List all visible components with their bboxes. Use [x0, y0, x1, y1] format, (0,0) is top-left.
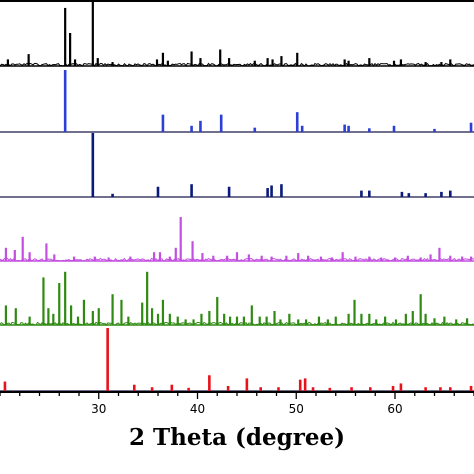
- noise-profile-5: [0, 321, 474, 326]
- x-axis: 30 40 50 60: [0, 391, 474, 416]
- xrd-pattern-1: [0, 0, 474, 67]
- xrd-pattern-6: [0, 328, 474, 392]
- x-tick-label: 40: [190, 402, 205, 416]
- x-axis-label: 2 Theta (degree): [129, 424, 345, 451]
- x-tick-label: 50: [289, 402, 304, 416]
- noise-profile-4: [0, 257, 474, 262]
- x-tick-label: 30: [91, 402, 106, 416]
- panels-group: [0, 0, 474, 392]
- x-tick-label: 60: [387, 402, 402, 416]
- xrd-pattern-5: [0, 271, 474, 326]
- xrd-pattern-3: [0, 133, 474, 198]
- xrd-pattern-4: [0, 217, 474, 262]
- noise-profile-1: [0, 62, 474, 67]
- xrd-pattern-2: [0, 70, 474, 133]
